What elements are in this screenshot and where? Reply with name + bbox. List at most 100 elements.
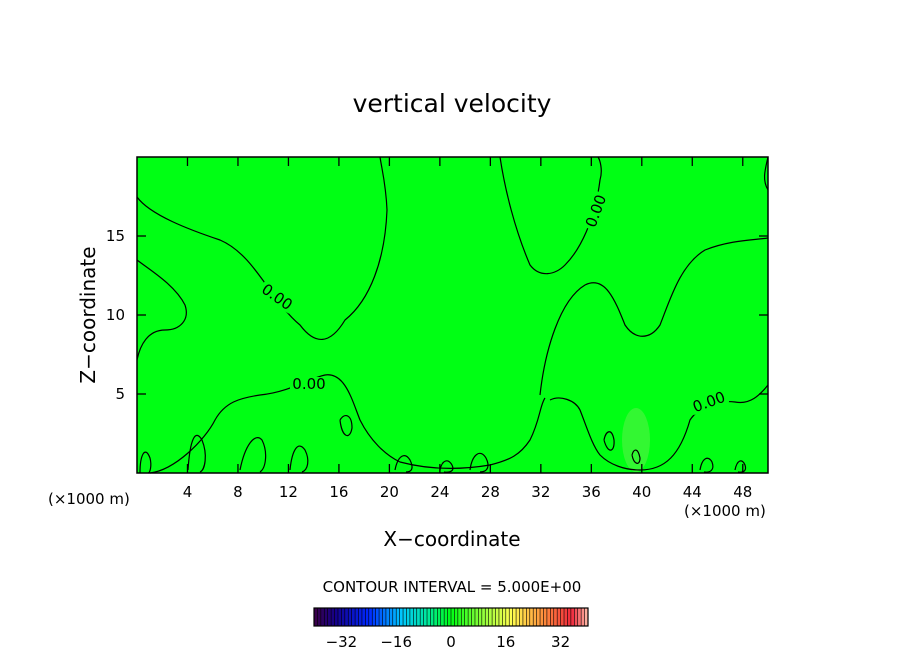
- colorbar-cell: [392, 608, 397, 626]
- x-tick-label: 20: [380, 483, 399, 501]
- colorbar-cell: [437, 608, 442, 626]
- colorbar-cell: [351, 608, 356, 626]
- colorbar-tick-label: 0: [446, 633, 456, 651]
- colorbar-cell: [334, 608, 339, 626]
- colorbar-cell: [488, 608, 493, 626]
- x-tick-label: 12: [279, 483, 298, 501]
- colorbar-cell: [406, 608, 411, 626]
- colorbar-cell: [324, 608, 328, 626]
- y-tick-label: 15: [106, 227, 125, 245]
- colorbar-cell: [331, 608, 335, 626]
- colorbar-cell: [529, 608, 534, 626]
- colorbar-cell: [399, 608, 404, 626]
- colorbar-ticks: −32 −16 0 16 32: [326, 633, 571, 651]
- colorbar-cell: [550, 608, 555, 626]
- y-tick-label: 10: [106, 306, 125, 324]
- contour-labels: 0.00 0.00 0.00 0.00: [257, 190, 730, 416]
- colorbar-cell: [584, 608, 589, 626]
- colorbar-tick-label: 32: [551, 633, 570, 651]
- colorbar-cell: [451, 608, 455, 626]
- contour-line: [394, 455, 413, 473]
- contour-line: [139, 451, 152, 474]
- colorbar-cell: [495, 608, 500, 626]
- colorbar-cell: [536, 608, 541, 626]
- colorbar-cell: [516, 608, 520, 626]
- x-tick-label: 40: [632, 483, 651, 501]
- colorbar-cell: [533, 608, 537, 626]
- colorbar-cell: [372, 608, 376, 626]
- x-tick-label: 16: [329, 483, 348, 501]
- colorbar-cell: [389, 608, 394, 626]
- colorbar-cell: [461, 608, 465, 626]
- contour-line: [439, 460, 454, 473]
- colorbar-cell: [348, 608, 352, 626]
- colorbar-cell: [457, 608, 462, 626]
- chart-title: vertical velocity: [353, 89, 552, 118]
- contour-line: [539, 237, 769, 396]
- x-tick-label: 4: [183, 483, 193, 501]
- colorbar-cell: [427, 608, 431, 626]
- contour-line: [499, 156, 602, 275]
- colorbar-cell: [355, 608, 359, 626]
- contour-line: [339, 415, 353, 437]
- colorbar-cell: [526, 608, 531, 626]
- colorbar-cell: [577, 608, 582, 626]
- colorbar-cell: [341, 608, 346, 626]
- y-axis-title: Z−coordinate: [76, 246, 100, 383]
- contour-line: [136, 259, 187, 361]
- x-axis-title: X−coordinate: [383, 527, 520, 551]
- colorbar-cell: [413, 608, 418, 626]
- colorbar-tick-label: −16: [380, 633, 412, 651]
- colorbar-cell: [320, 608, 325, 626]
- colorbar-cell: [570, 608, 575, 626]
- colorbar-cell: [396, 608, 400, 626]
- colorbar-cell: [481, 608, 486, 626]
- contour-line: [699, 457, 714, 473]
- contour-interval-caption: CONTOUR INTERVAL = 5.000E+00: [323, 578, 582, 596]
- colorbar-cell: [574, 608, 579, 626]
- colorbar-cell: [375, 608, 380, 626]
- colorbar-cell: [505, 608, 510, 626]
- colorbar-cell: [440, 608, 445, 626]
- contour-line: [289, 445, 309, 473]
- y-tick-label: 5: [115, 385, 125, 403]
- colorbar-cell: [327, 608, 332, 626]
- x-axis: 4 8 12 16 20 24 28 32 36 40 44 48: [183, 157, 752, 501]
- colorbar-cell: [454, 608, 459, 626]
- colorbar-cell: [543, 608, 548, 626]
- colorbar-cell: [409, 608, 414, 626]
- colorbar-cell: [464, 608, 469, 626]
- velocity-field: [137, 157, 768, 473]
- colorbar-cell: [365, 608, 370, 626]
- contour-line: [136, 156, 388, 340]
- x-tick-label: 8: [233, 483, 243, 501]
- colorbar-cell: [485, 608, 489, 626]
- colorbar-cell: [317, 608, 322, 626]
- colorbar-cell: [447, 608, 452, 626]
- colorbar-tick-label: 16: [496, 633, 515, 651]
- colorbar-cell: [557, 608, 561, 626]
- colorbar-cell: [546, 608, 551, 626]
- colorbar-cell: [416, 608, 421, 626]
- colorbar-cell: [512, 608, 517, 626]
- colorbar-cell: [358, 608, 363, 626]
- colorbar-cell: [361, 608, 366, 626]
- colorbar-cell: [540, 608, 544, 626]
- x-tick-label: 48: [733, 483, 752, 501]
- colorbar-cell: [471, 608, 476, 626]
- colorbar-cell: [423, 608, 428, 626]
- colorbar-cell: [337, 608, 342, 626]
- colorbar-cell: [560, 608, 565, 626]
- colorbar-cell: [509, 608, 513, 626]
- colorbar-cell: [430, 608, 435, 626]
- contour-line: [549, 384, 769, 471]
- colorbar-cell: [468, 608, 472, 626]
- colorbar-cell: [368, 608, 373, 626]
- contour-line: [734, 460, 747, 473]
- colorbar-cell: [567, 608, 572, 626]
- colorbar-cell: [385, 608, 390, 626]
- colorbar-cell: [502, 608, 507, 626]
- colorbar-cell: [498, 608, 503, 626]
- colorbar-frame: [313, 607, 589, 627]
